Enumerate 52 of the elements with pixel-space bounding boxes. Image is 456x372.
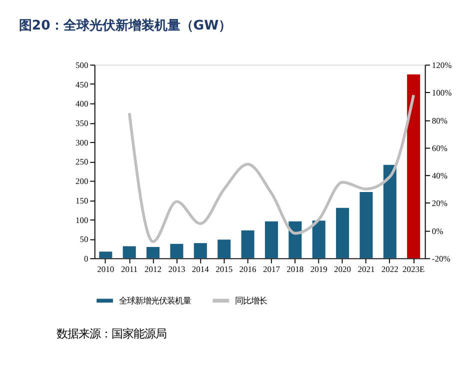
y-tick-label: 500 [76,60,88,70]
x-tick-label: 2020 [334,264,352,274]
y-tick-label: 450 [76,79,88,90]
x-tick-label: 2021 [358,264,375,274]
bar [99,252,112,258]
y2-tick-label: 120% [432,60,452,70]
bar [146,246,160,258]
bar [407,74,420,258]
y-tick-label: 300 [76,137,88,148]
bar [122,246,136,258]
bar [241,230,254,258]
x-tick-label: 2023E [402,264,425,274]
y-tick-label: 400 [76,98,88,109]
y2-tick-label: -20% [432,253,450,264]
y-tick-label: 150 [76,195,88,206]
bar [170,244,184,258]
bar [218,240,231,258]
y-tick-label: 100 [76,214,88,225]
x-tick-label: 2015 [216,264,233,274]
x-tick-label: 2010 [97,264,114,274]
legend-label: 全球新增光伏装机量 [118,296,191,307]
x-tick-label: 2012 [144,264,162,274]
chart-title: 图20：全球光伏新增装机量（GW） [18,18,232,34]
x-tick-label: 2017 [262,264,280,274]
bar [264,221,278,258]
y-tick-label: 0 [84,253,88,264]
x-tick-label: 2016 [239,264,256,274]
bar [336,208,350,258]
y2-tick-label: 60% [432,142,448,153]
line-series [128,94,416,244]
y2-tick-label: 80% [432,115,448,126]
bar [288,221,302,258]
x-tick-label: 2013 [168,264,186,274]
x-tick-label: 2014 [192,264,210,274]
y2-tick-label: 40% [432,170,448,181]
source-note: 数据来源：国家能源局 [56,326,167,340]
x-tick-label: 2018 [286,264,304,274]
y2-tick-label: 0% [432,226,444,236]
y2-tick-label: 20% [432,198,448,208]
legend-label: 同比增长 [235,296,268,307]
bar [383,164,396,258]
y-tick-label: 50 [80,234,88,244]
bar [194,243,207,258]
y-tick-label: 350 [76,118,88,128]
x-tick-label: 2011 [121,264,138,274]
x-tick-label: 2019 [310,264,328,274]
y-tick-label: 250 [76,156,88,167]
x-tick-label: 2022 [381,264,398,274]
y2-tick-label: 100% [432,88,452,98]
bar [360,192,373,258]
y-tick-label: 200 [76,176,88,186]
bar [312,220,326,258]
